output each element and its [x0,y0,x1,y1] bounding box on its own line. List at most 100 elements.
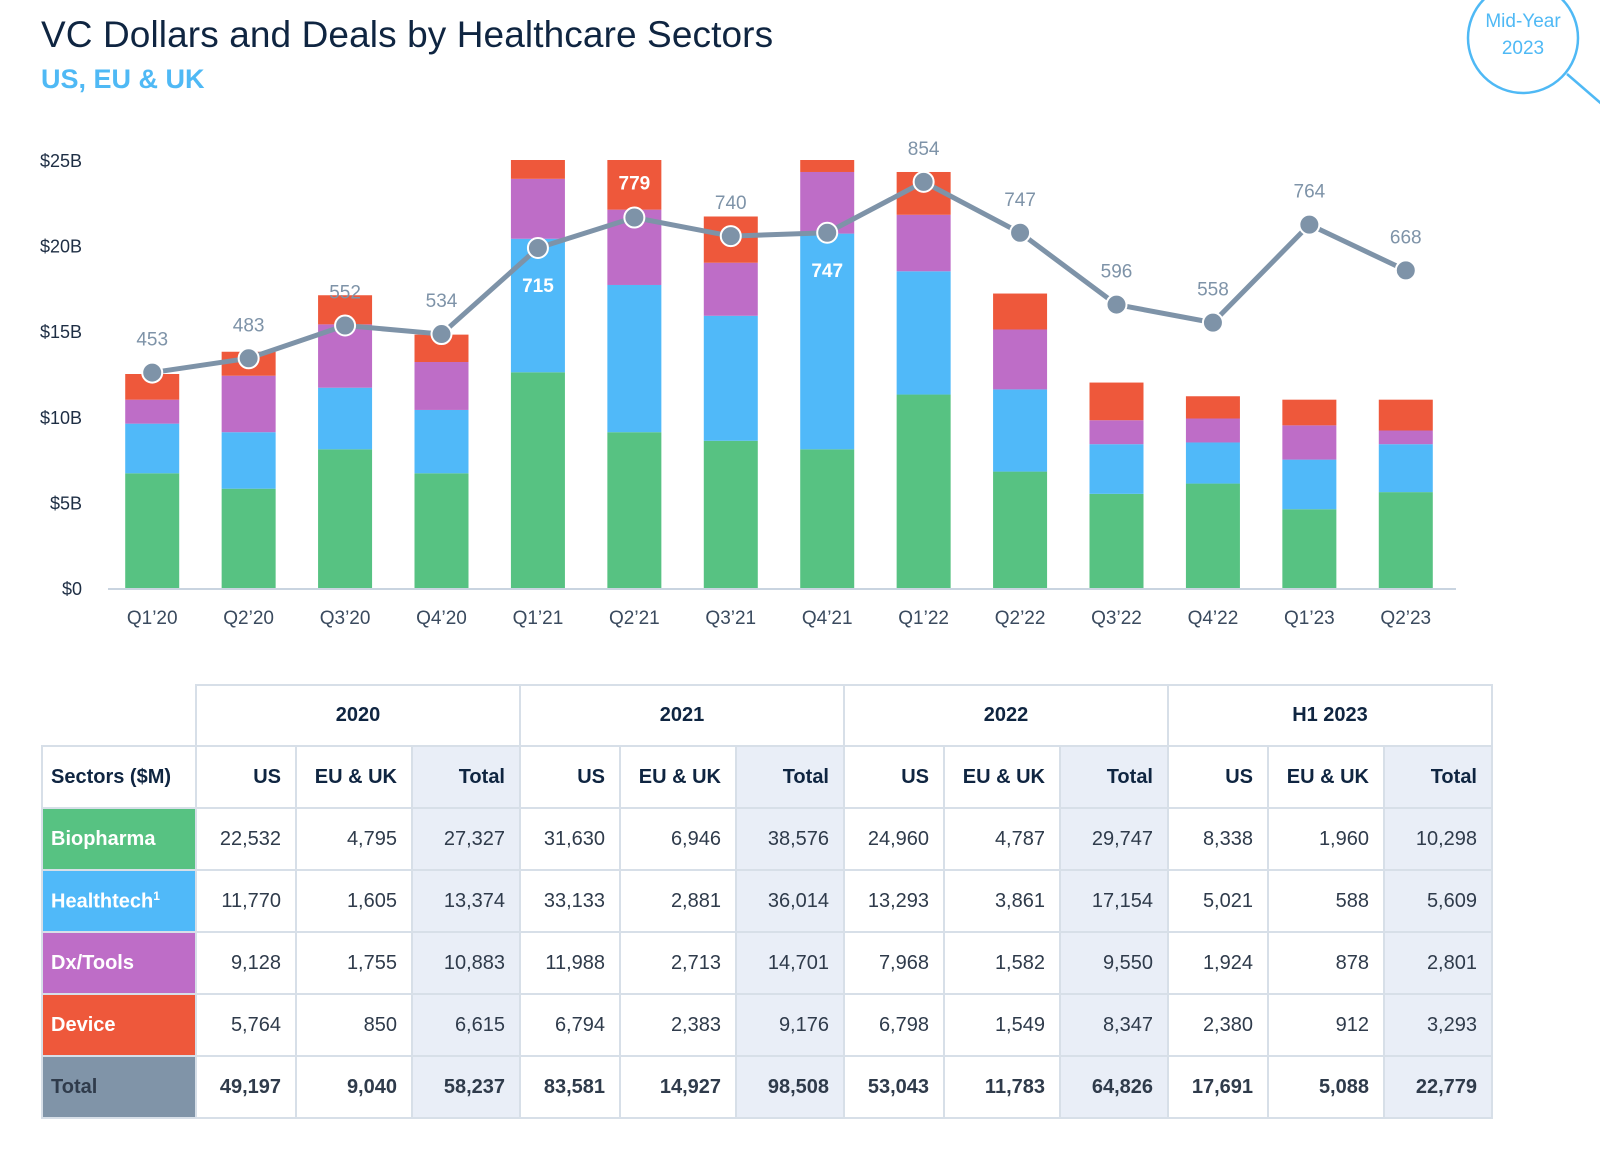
table-cell: 8,347 [1059,993,1169,1057]
bar-stack [800,160,855,588]
deals-point [816,221,839,244]
table-corner-blank [42,685,196,747]
table-cell: 38,576 [735,807,845,871]
table-cell: 1,924 [1167,931,1269,995]
sectors-column-header: Sectors ($M) [41,745,197,809]
table-cell: 11,770 [195,869,297,933]
table-row: Total 49,197 9,040 58,237 83,581 14,927 98,508… [41,1055,1493,1119]
x-tick-label: Q2’20 [223,608,274,629]
table-cell: 4,787 [943,807,1061,871]
deals-point [526,236,549,259]
column-header-total: Total [735,745,845,809]
x-tick-label: Q3’22 [1091,608,1142,629]
table-cell: 49,197 [195,1055,297,1119]
bar-segment-dx-tools [993,329,1048,390]
table-cell: 6,615 [411,993,521,1057]
deals-data-label: 747 [811,261,843,282]
table-cell: 1,605 [295,869,413,933]
deals-data-label: 596 [1101,262,1133,283]
deals-data-label: 779 [619,174,651,195]
bar-segment-biopharma [1089,493,1144,588]
bar-stack [703,216,758,588]
table-cell: 5,764 [195,993,297,1057]
sector-name: Healthtech [51,890,154,913]
table-cell: 11,988 [519,931,621,995]
table-row: Healthtech1 11,770 1,605 13,374 33,133 2,881 3… [41,869,1493,933]
bar-segment-device [1378,399,1433,431]
table-cell: 7,968 [843,931,945,995]
bar-segment-healthtech [1282,459,1337,510]
table-cell: 1,582 [943,931,1061,995]
column-header-row: Sectors ($M) US EU & UK Total US EU & UK Tota… [41,745,1493,809]
footnote-marker: 1 [153,888,160,903]
table-cell: 1,960 [1267,807,1385,871]
deals-line: 453 483 552 534 715 779 740 747 854 747 596 558 764 6… [136,139,1422,384]
bar-segment-device [1282,399,1337,426]
bar-stack [510,160,565,588]
deals-point [1201,311,1224,334]
table-cell: 24,960 [843,807,945,871]
table-cell: 9,176 [735,993,845,1057]
deals-point [719,225,742,248]
table-cell: 22,779 [1383,1055,1493,1119]
column-header-us: US [519,745,621,809]
sector-label: Biopharma [41,807,197,871]
bar-segment-healthtech [1185,442,1240,484]
table-cell: 2,380 [1167,993,1269,1057]
bar-stack [414,334,469,588]
deals-point [237,347,260,370]
bar-segment-biopharma [1282,509,1337,588]
column-header-eu-uk: EU & UK [1267,745,1385,809]
table-cell: 53,043 [843,1055,945,1119]
x-tick-label: Q2’23 [1380,608,1431,629]
year-header: 2021 [519,684,845,747]
table-cell: 10,883 [411,931,521,995]
badge-line-2: 2023 [1501,38,1545,59]
deals-data-label: 747 [1004,190,1036,211]
bar-segment-biopharma [414,473,469,588]
bar-segment-device [1185,396,1240,419]
deals-point [912,170,935,193]
table-cell: 1,549 [943,993,1061,1057]
deals-data-label: 483 [233,315,265,336]
x-tick-label: Q4’20 [416,608,467,629]
table-cell: 27,327 [411,807,521,871]
page-subtitle: US, EU & UK [41,64,205,94]
bar-segment-healthtech [1378,444,1433,493]
mid-year-badge: Mid-Year 2023 [1464,0,1600,105]
bar-segment-healthtech [993,389,1048,472]
table-body: Biopharma 22,532 4,795 27,327 31,630 6,946 38,… [41,807,1493,1119]
bar-segment-dx-tools [510,178,565,239]
deals-data-label: 534 [426,291,458,312]
x-tick-label: Q1’20 [127,608,178,629]
bar-segment-dx-tools [125,399,180,424]
bar-segment-healthtech [221,432,276,489]
deals-data-label: 552 [329,282,361,303]
table-cell: 8,338 [1167,807,1269,871]
column-header-eu-uk: EU & UK [619,745,737,809]
sector-label: Dx/Tools [41,931,197,995]
year-header: 2022 [843,684,1169,747]
bar-segment-healthtech [703,315,758,441]
bar-stack [607,160,662,588]
year-header: 2020 [195,684,521,747]
bar-segment-healthtech [125,423,180,474]
table-cell: 5,088 [1267,1055,1385,1119]
bar-segment-biopharma [1378,492,1433,588]
table-cell: 6,798 [843,993,945,1057]
table-cell: 33,133 [519,869,621,933]
bar-segment-device [1089,382,1144,421]
column-header-us: US [195,745,297,809]
x-tick-label: Q3’21 [705,608,756,629]
deals-point [141,361,164,384]
deals-data-label: 764 [1294,182,1326,203]
x-tick-label: Q1’23 [1284,608,1335,629]
sector-name: Dx/Tools [51,951,134,974]
bar-segment-healthtech [607,284,662,433]
table-cell: 5,021 [1167,869,1269,933]
bar-segment-healthtech [414,409,469,474]
bar-segment-dx-tools [1378,430,1433,445]
bar-segment-dx-tools [414,362,469,410]
sector-name: Biopharma [51,827,156,850]
column-header-total: Total [1059,745,1169,809]
